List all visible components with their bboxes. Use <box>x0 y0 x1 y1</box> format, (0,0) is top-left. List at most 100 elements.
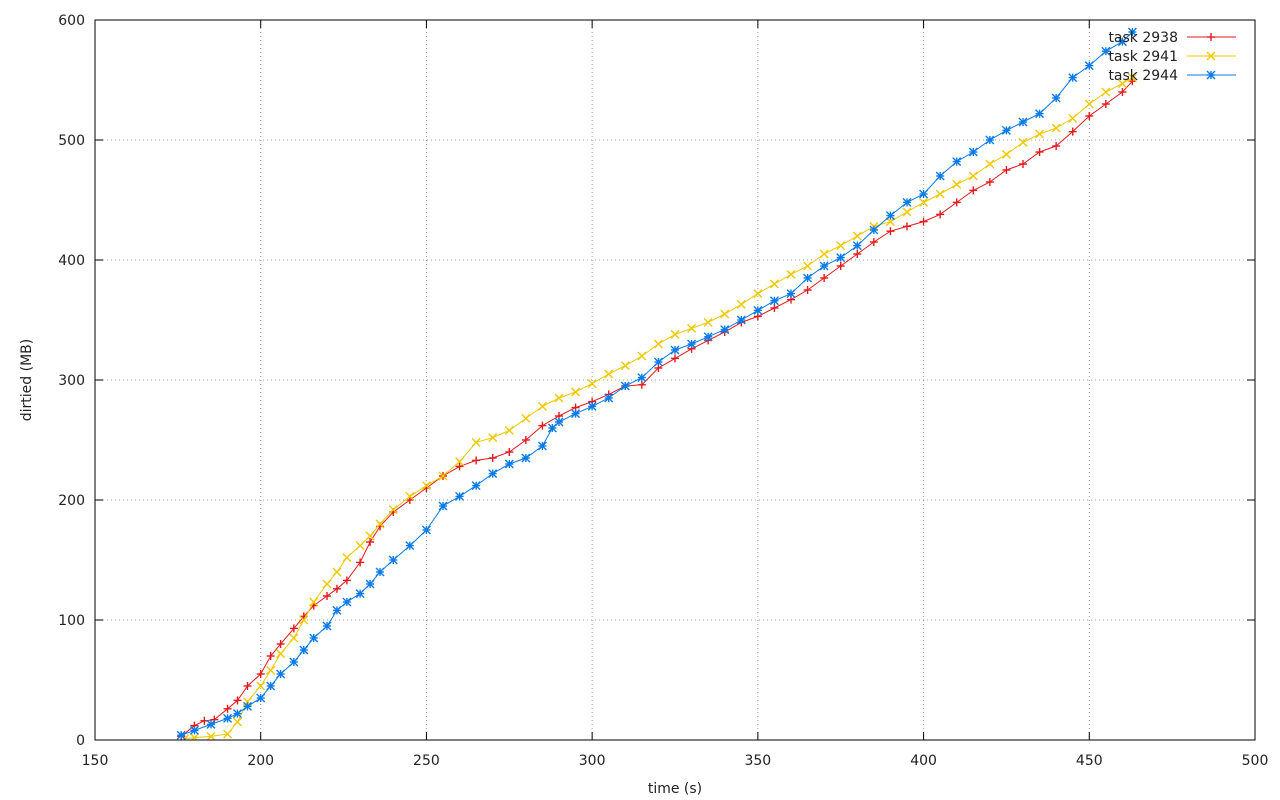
data-point <box>455 457 465 467</box>
x-tick-label: 500 <box>1242 753 1269 769</box>
data-point <box>1085 112 1094 120</box>
data-point <box>554 417 564 427</box>
data-point <box>571 409 581 419</box>
data-point <box>571 387 581 397</box>
data-point <box>786 269 796 279</box>
data-point <box>206 719 216 729</box>
data-point <box>332 605 342 615</box>
data-point <box>276 649 286 659</box>
data-point <box>1118 88 1127 96</box>
data-point <box>919 217 928 226</box>
x-tick-label: 150 <box>82 753 109 769</box>
data-point <box>1002 166 1011 174</box>
data-point <box>952 179 962 189</box>
y-tick-label: 0 <box>76 733 85 749</box>
data-point <box>1051 93 1061 103</box>
data-point <box>753 305 763 315</box>
data-point <box>819 249 829 259</box>
data-point <box>505 448 514 456</box>
data-point <box>902 207 912 217</box>
data-point <box>355 589 365 599</box>
y-tick-label: 400 <box>58 253 85 269</box>
data-point <box>803 261 813 271</box>
data-point <box>375 519 385 529</box>
data-point <box>653 339 663 349</box>
data-point <box>233 717 243 727</box>
y-tick-label: 600 <box>58 13 85 29</box>
data-point <box>223 729 233 739</box>
series-line <box>184 77 1133 740</box>
data-point <box>952 157 962 167</box>
data-point <box>276 669 286 679</box>
x-tick-label: 250 <box>413 753 440 769</box>
data-point <box>753 289 763 299</box>
data-point <box>355 541 365 551</box>
data-point <box>504 459 514 469</box>
x-tick-label: 300 <box>579 753 606 769</box>
data-point <box>903 222 911 231</box>
data-point <box>342 553 352 563</box>
data-point <box>886 227 895 236</box>
data-point <box>820 274 829 282</box>
data-point <box>1068 127 1077 136</box>
data-point <box>388 505 398 515</box>
x-tick-label: 350 <box>744 753 771 769</box>
data-point <box>455 462 464 471</box>
data-point <box>210 715 219 724</box>
data-point <box>604 369 614 379</box>
data-point <box>388 555 398 565</box>
data-point <box>521 436 530 444</box>
data-point <box>935 171 945 181</box>
data-point <box>455 491 465 501</box>
data-point <box>375 567 385 577</box>
data-point <box>869 225 879 235</box>
data-point <box>936 210 945 219</box>
data-point <box>1101 100 1110 108</box>
data-point <box>256 681 266 691</box>
data-point <box>1001 125 1011 135</box>
data-point <box>1001 149 1011 159</box>
data-point <box>637 351 647 361</box>
data-point <box>256 670 265 678</box>
data-point <box>620 361 630 371</box>
data-point <box>266 665 276 675</box>
data-point <box>223 713 233 723</box>
data-point <box>332 584 341 593</box>
data-point <box>206 731 216 740</box>
data-point <box>985 178 994 186</box>
data-point <box>770 304 779 312</box>
data-point <box>323 592 331 600</box>
data-point <box>803 286 812 294</box>
data-point <box>703 332 713 342</box>
data-point <box>189 725 199 735</box>
y-axis-label: dirtied (MB) <box>19 339 35 421</box>
data-point <box>1052 142 1061 150</box>
legend-marker <box>1207 33 1215 41</box>
data-point <box>309 597 319 607</box>
data-point <box>521 413 531 423</box>
data-point <box>952 198 961 207</box>
y-tick-label: 200 <box>58 493 85 509</box>
data-point <box>670 329 680 339</box>
data-point <box>299 615 309 625</box>
data-point <box>803 273 813 283</box>
data-point <box>366 538 375 546</box>
data-point <box>1018 117 1028 127</box>
data-point <box>538 421 547 430</box>
data-point <box>421 525 431 535</box>
data-point <box>720 325 730 335</box>
data-point <box>233 709 243 719</box>
data-point <box>853 250 862 258</box>
series-task-2941 <box>179 73 1137 740</box>
data-point <box>243 682 252 690</box>
data-point <box>289 624 298 633</box>
data-point <box>1051 123 1061 133</box>
data-point <box>819 261 829 271</box>
x-axis-label: time (s) <box>648 781 702 797</box>
data-point <box>256 693 266 703</box>
data-point <box>587 379 597 389</box>
data-point <box>488 469 498 479</box>
series-layer <box>176 27 1137 740</box>
data-point <box>968 171 978 181</box>
data-point <box>687 323 697 333</box>
